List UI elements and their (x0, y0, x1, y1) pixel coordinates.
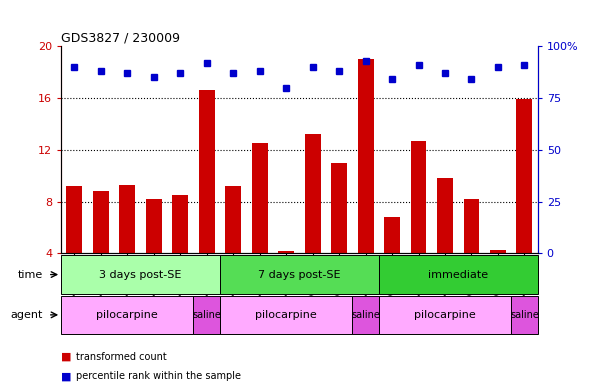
Bar (61, 255, 220, 294)
Bar (278, 251, 294, 253)
Bar (194, 296, 220, 334)
Text: saline: saline (351, 310, 380, 320)
Bar (252, 143, 268, 253)
Bar (379, 255, 538, 294)
Bar (225, 186, 241, 253)
Text: saline: saline (192, 310, 221, 320)
Bar (379, 296, 511, 334)
Bar (199, 90, 214, 253)
Bar (172, 195, 188, 253)
Bar (464, 199, 480, 253)
Bar (61, 296, 194, 334)
Text: ■: ■ (61, 371, 75, 381)
Bar (353, 296, 379, 334)
Text: pilocarpine: pilocarpine (97, 310, 158, 320)
Text: 3 days post-SE: 3 days post-SE (100, 270, 181, 280)
Text: ■: ■ (61, 352, 75, 362)
Bar (220, 255, 379, 294)
Bar (93, 191, 109, 253)
Text: GDS3827 / 230009: GDS3827 / 230009 (61, 32, 180, 45)
Text: transformed count: transformed count (76, 352, 167, 362)
Bar (119, 185, 135, 253)
Bar (490, 250, 506, 253)
Bar (331, 163, 347, 253)
Bar (357, 59, 373, 253)
Bar (411, 141, 426, 253)
Bar (511, 296, 538, 334)
Text: saline: saline (510, 310, 539, 320)
Text: time: time (17, 270, 43, 280)
Bar (220, 296, 353, 334)
Text: pilocarpine: pilocarpine (255, 310, 317, 320)
Bar (437, 178, 453, 253)
Bar (516, 99, 532, 253)
Bar (67, 186, 82, 253)
Text: 7 days post-SE: 7 days post-SE (258, 270, 341, 280)
Bar (384, 217, 400, 253)
Text: immediate: immediate (428, 270, 488, 280)
Bar (305, 134, 321, 253)
Text: agent: agent (10, 310, 43, 320)
Bar (146, 199, 162, 253)
Text: percentile rank within the sample: percentile rank within the sample (76, 371, 241, 381)
Text: pilocarpine: pilocarpine (414, 310, 476, 320)
